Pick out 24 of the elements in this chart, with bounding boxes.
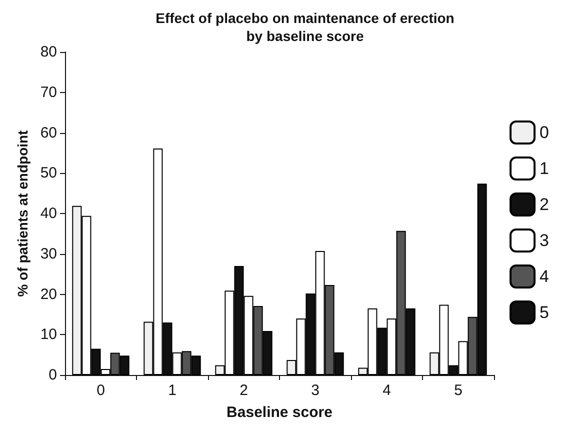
x-tick-label: 2: [240, 382, 248, 399]
y-axis-title: % of patients at endpoint: [14, 130, 30, 297]
x-tick-label: 3: [311, 382, 320, 399]
legend-label: 4: [540, 267, 550, 286]
legend-label: 2: [540, 195, 550, 214]
y-tick-label: 30: [40, 245, 57, 262]
legend-label: 5: [540, 303, 550, 322]
legend-label: 0: [540, 123, 550, 142]
y-tick-label: 80: [40, 44, 57, 60]
x-tick-label: 1: [168, 382, 176, 399]
y-tick-label: 20: [40, 286, 57, 303]
y-tick-label: 0: [48, 366, 57, 384]
chart-title: Effect of placebo on maintenance of erection by baseline score: [156, 10, 454, 44]
x-tick-label: 0: [96, 382, 105, 399]
legend-label: 1: [540, 159, 550, 178]
y-tick-label: 60: [40, 124, 57, 142]
y-tick-label: 70: [40, 84, 57, 101]
y-tick-label: 40: [40, 205, 57, 222]
x-axis-title: Baseline score: [226, 404, 332, 421]
y-tick-label: 10: [40, 326, 57, 344]
y-tick-label: 50: [40, 164, 57, 182]
x-tick-label: 4: [382, 382, 391, 399]
legend-label: 3: [540, 231, 550, 250]
x-tick-label: 5: [454, 382, 462, 399]
